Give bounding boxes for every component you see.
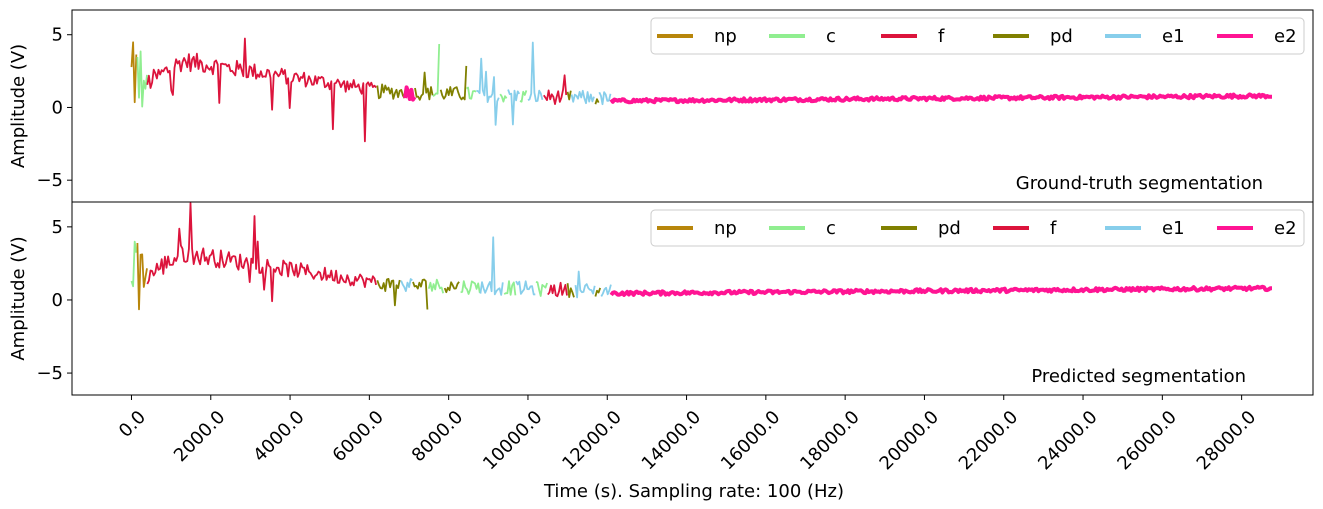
panels-layer: 5 0 −5 Amplitude (V) Ground-truth segmentati… <box>8 9 1314 396</box>
trace-c-12 <box>519 90 528 103</box>
x-tick-label: 24000.0 <box>1034 407 1101 474</box>
trace-e2-19 <box>609 92 1273 105</box>
trace-c-0 <box>130 240 138 288</box>
legend-label-np: np <box>714 218 737 239</box>
legend-label-pd: pd <box>1050 26 1073 47</box>
y-tick-label: 0 <box>52 290 63 311</box>
legend-label-e2: e2 <box>1274 26 1297 47</box>
signal-traces <box>130 37 1273 143</box>
x-tick-label: 28000.0 <box>1193 407 1260 474</box>
x-tick-label: 8000.0 <box>408 407 467 466</box>
y-axis-label: Amplitude (V) <box>8 44 29 168</box>
legend: np c pd f e1 e2 <box>650 209 1305 247</box>
y-axis-label: Amplitude (V) <box>8 236 29 360</box>
trace-c-12 <box>535 281 548 297</box>
trace-pd-3 <box>376 278 401 307</box>
trace-pd-16 <box>594 287 602 297</box>
trace-e2-18 <box>609 284 1273 297</box>
panel-annotation: Ground-truth segmentation <box>1016 173 1263 194</box>
trace-e1-16 <box>570 89 595 105</box>
trace-c-10 <box>499 93 508 103</box>
trace-c-6 <box>427 278 445 294</box>
trace-f-2 <box>146 202 377 303</box>
trace-pd-14 <box>566 283 575 298</box>
panel-1: 5 0 −5 Amplitude (V) Ground-truth segmentati… <box>8 9 1314 203</box>
x-axis: 0.0 2000.0 4000.0 6000.0 8000.0 10000.0 12000.… <box>115 395 1260 474</box>
legend-label-c: c <box>826 26 836 47</box>
trace-e1-9 <box>479 236 504 296</box>
x-tick-label: 16000.0 <box>717 407 784 474</box>
plot-frame <box>71 201 1314 396</box>
x-tick-label: 12000.0 <box>558 407 625 474</box>
trace-e2-4 <box>403 85 417 102</box>
x-axis-label: Time (s). Sampling rate: 100 (Hz) <box>543 481 844 502</box>
legend-label-f: f <box>938 26 945 47</box>
legend-label-np: np <box>714 26 737 47</box>
trace-pd-5 <box>414 71 434 101</box>
panel-2: 5 0 −5 Amplitude (V) Predicted segmentation n… <box>8 201 1314 396</box>
trace-pd-5 <box>412 278 429 310</box>
trace-np-0 <box>130 41 138 104</box>
legend: np c f pd e1 e2 <box>650 17 1305 55</box>
trace-e1-9 <box>476 57 500 126</box>
trace-pd-7 <box>439 65 468 101</box>
trace-e1-18 <box>598 91 612 106</box>
x-tick-label: 0.0 <box>115 407 150 442</box>
x-tick-label: 10000.0 <box>479 407 546 474</box>
legend-label-c: c <box>826 218 836 239</box>
trace-e1-13 <box>527 41 544 103</box>
legend-label-e1: e1 <box>1162 26 1185 47</box>
trace-f-2 <box>146 37 377 143</box>
y-tick-label: 5 <box>52 217 63 238</box>
trace-c-8 <box>466 86 477 100</box>
trace-c-1 <box>136 50 148 108</box>
x-tick-label: 14000.0 <box>638 407 705 474</box>
trace-e1-15 <box>574 270 596 299</box>
trace-pd-3 <box>376 83 406 100</box>
trace-c-10 <box>503 280 517 296</box>
y-tick-label: 5 <box>52 25 63 46</box>
trace-e1-11 <box>507 89 521 126</box>
trace-pd-17 <box>594 98 600 105</box>
trace-pd-15 <box>566 90 572 101</box>
legend-box <box>650 209 1305 247</box>
legend-label-pd: pd <box>938 218 961 239</box>
trace-f-14 <box>543 74 568 105</box>
trace-e1-4 <box>400 278 413 292</box>
trace-f-13 <box>547 281 568 298</box>
y-tick-label: −5 <box>36 170 63 191</box>
legend-box <box>650 17 1305 55</box>
x-tick-label: 26000.0 <box>1113 407 1180 474</box>
x-tick-label: 20000.0 <box>876 407 943 474</box>
y-tick-label: −5 <box>36 363 63 384</box>
y-tick-label: 0 <box>52 97 63 118</box>
trace-e1-11 <box>515 280 536 296</box>
legend-label-f: f <box>1050 218 1057 239</box>
panel-annotation: Predicted segmentation <box>1031 366 1246 387</box>
signal-traces <box>130 202 1273 311</box>
trace-c-8 <box>460 280 481 295</box>
x-tick-label: 2000.0 <box>170 407 229 466</box>
legend-label-e2: e2 <box>1274 218 1297 239</box>
trace-pd-7 <box>443 281 460 294</box>
trace-e1-17 <box>600 284 612 297</box>
x-tick-label: 22000.0 <box>955 407 1022 474</box>
x-tick-label: 6000.0 <box>329 407 388 466</box>
legend-label-e1: e1 <box>1162 218 1185 239</box>
trace-c-6 <box>432 43 441 97</box>
x-tick-label: 4000.0 <box>249 407 308 466</box>
x-tick-label: 18000.0 <box>796 407 863 474</box>
trace-np-1 <box>136 242 148 311</box>
